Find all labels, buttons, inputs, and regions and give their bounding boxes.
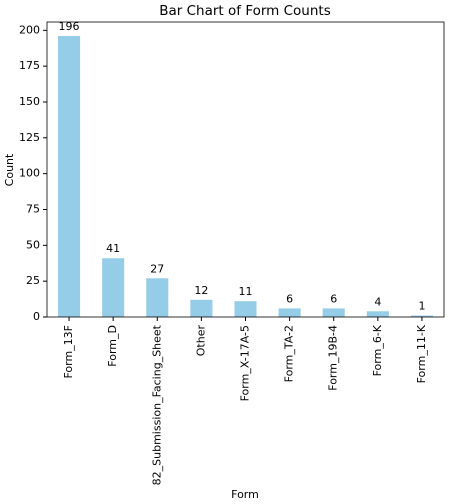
y-tick-label: 150: [19, 95, 40, 108]
bar: [410, 315, 433, 317]
y-tick-label: 25: [26, 274, 40, 287]
data-label: 196: [59, 20, 80, 33]
y-tick-label: 0: [33, 310, 40, 323]
x-axis-label: Form: [231, 488, 259, 501]
x-tick-label: Form_X-17A-5: [239, 325, 252, 401]
y-tick-label: 125: [19, 131, 40, 144]
data-label: 11: [239, 285, 253, 298]
bar: [234, 301, 257, 317]
plot-frame: [46, 21, 445, 318]
data-label: 6: [286, 292, 293, 305]
data-label: 27: [150, 262, 164, 275]
y-axis-label: Count: [3, 153, 16, 186]
x-tick-label: Form_19B-4: [327, 325, 340, 391]
data-label: 6: [330, 292, 337, 305]
bar: [278, 308, 301, 317]
x-tick-label: 82_Submission_Facing_Sheet: [150, 324, 163, 485]
bar: [146, 278, 169, 317]
y-tick-label: 200: [19, 23, 40, 36]
y-tick-label: 75: [26, 202, 40, 215]
bar: [58, 36, 81, 318]
bar: [190, 299, 213, 317]
x-tick-label: Other: [194, 325, 207, 357]
bar: [322, 308, 345, 317]
data-label: 41: [106, 242, 120, 255]
data-label: 1: [418, 300, 425, 313]
x-tick-label: Form_13F: [62, 325, 75, 379]
x-tick-label: Form_D: [106, 325, 119, 367]
x-tick-label: Form_11-K: [415, 324, 428, 383]
y-tick-label: 100: [19, 167, 40, 180]
x-tick-label: Form_6-K: [371, 324, 384, 376]
bar: [102, 258, 125, 317]
bar: [366, 311, 389, 317]
y-tick-label: 50: [26, 238, 40, 251]
x-tick-label: Form_TA-2: [283, 325, 296, 382]
y-tick-label: 175: [19, 59, 40, 72]
chart-title: Bar Chart of Form Counts: [159, 3, 331, 19]
data-label: 12: [194, 284, 208, 297]
data-label: 4: [374, 295, 381, 308]
